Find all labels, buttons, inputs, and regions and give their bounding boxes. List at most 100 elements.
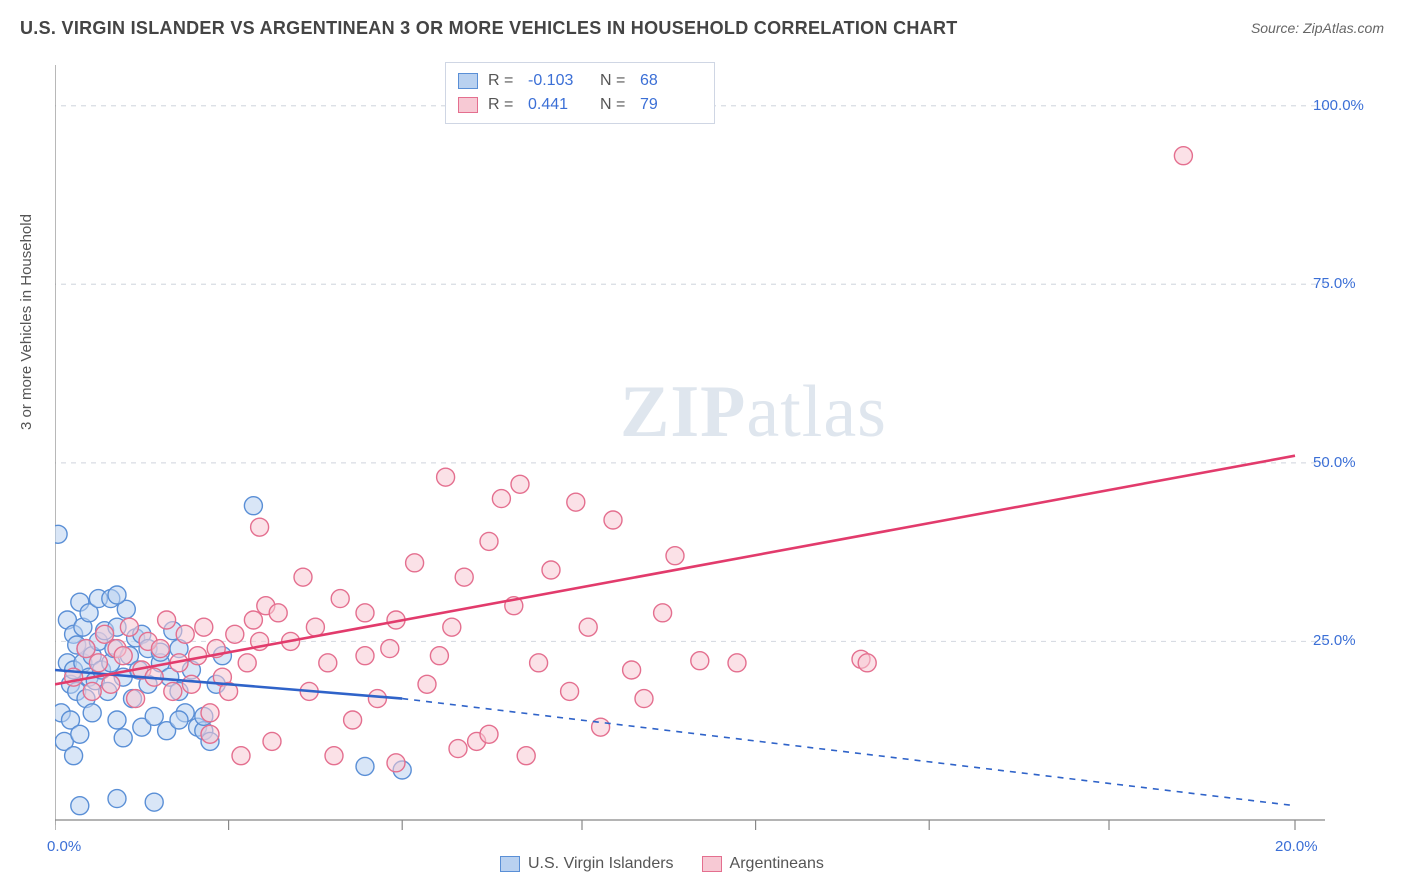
data-point [517,747,535,765]
chart-container: U.S. VIRGIN ISLANDER VS ARGENTINEAN 3 OR… [0,0,1406,892]
data-point [71,725,89,743]
data-point [195,618,213,636]
data-point [443,618,461,636]
data-point [232,747,250,765]
data-point [176,625,194,643]
data-point [561,682,579,700]
data-point [244,611,262,629]
data-point [567,493,585,511]
data-point [89,654,107,672]
data-point [145,793,163,811]
data-point [120,618,138,636]
legend-label: Argentineans [730,855,824,873]
data-point [226,625,244,643]
data-point [77,640,95,658]
data-point [480,725,498,743]
data-point [437,468,455,486]
r-value: -0.103 [528,72,590,90]
y-tick-label: 25.0% [1313,632,1356,649]
data-point [102,675,120,693]
legend-swatch [500,856,520,872]
r-label: R = [488,72,518,90]
data-point [269,604,287,622]
data-point [238,654,256,672]
data-point [387,754,405,772]
data-point [294,568,312,586]
data-point [71,797,89,815]
data-point [858,654,876,672]
data-point [108,790,126,808]
data-point [430,647,448,665]
data-point [158,611,176,629]
trend-line [55,456,1295,685]
x-tick-label: 20.0% [1275,838,1318,855]
data-point [114,729,132,747]
source-attribution: Source: ZipAtlas.com [1251,20,1384,36]
data-point [83,682,101,700]
data-point [170,711,188,729]
data-point [83,704,101,722]
r-label: R = [488,96,518,114]
data-point [182,675,200,693]
legend-swatch [458,97,478,113]
data-point [455,568,473,586]
data-point [127,690,145,708]
chart-title: U.S. VIRGIN ISLANDER VS ARGENTINEAN 3 OR… [20,18,958,39]
y-tick-label: 75.0% [1313,275,1356,292]
data-point [108,711,126,729]
legend-item: U.S. Virgin Islanders [500,855,674,873]
data-point [201,725,219,743]
data-point [319,654,337,672]
data-point [406,554,424,572]
chart-svg [55,60,1335,850]
data-point [381,640,399,658]
legend-item: Argentineans [702,855,824,873]
data-point [480,532,498,550]
data-point [579,618,597,636]
data-point [306,618,324,636]
data-point [55,525,67,543]
data-point [263,732,281,750]
data-point [418,675,436,693]
legend-label: U.S. Virgin Islanders [528,855,674,873]
data-point [356,604,374,622]
data-point [325,747,343,765]
y-tick-label: 50.0% [1313,454,1356,471]
data-point [108,586,126,604]
n-label: N = [600,72,630,90]
data-point [96,625,114,643]
data-point [635,690,653,708]
data-point [114,647,132,665]
data-point [344,711,362,729]
data-point [530,654,548,672]
x-tick-label: 0.0% [47,838,81,855]
data-point [145,707,163,725]
data-point [356,647,374,665]
r-value: 0.441 [528,96,590,114]
data-point [356,757,374,775]
data-point [691,652,709,670]
legend-swatch [702,856,722,872]
data-point [331,590,349,608]
n-value: 79 [640,96,702,114]
data-point [1174,147,1192,165]
legend-row: R =-0.103N =68 [458,69,702,93]
data-point [511,475,529,493]
series-legend: U.S. Virgin Islanders Argentineans [500,855,824,873]
data-point [728,654,746,672]
y-axis-label: 3 or more Vehicles in Household [18,214,35,430]
data-point [164,682,182,700]
n-label: N = [600,96,630,114]
data-point [449,740,467,758]
data-point [492,490,510,508]
plot-area [55,60,1335,850]
data-point [201,704,219,722]
data-point [666,547,684,565]
data-point [654,604,672,622]
trend-line-extrapolated [402,699,1295,806]
data-point [151,640,169,658]
legend-row: R = 0.441 N = 79 [458,93,702,117]
data-point [623,661,641,679]
correlation-legend: R =-0.103N =68R =0.441N =79 [445,62,715,124]
data-point [368,690,386,708]
